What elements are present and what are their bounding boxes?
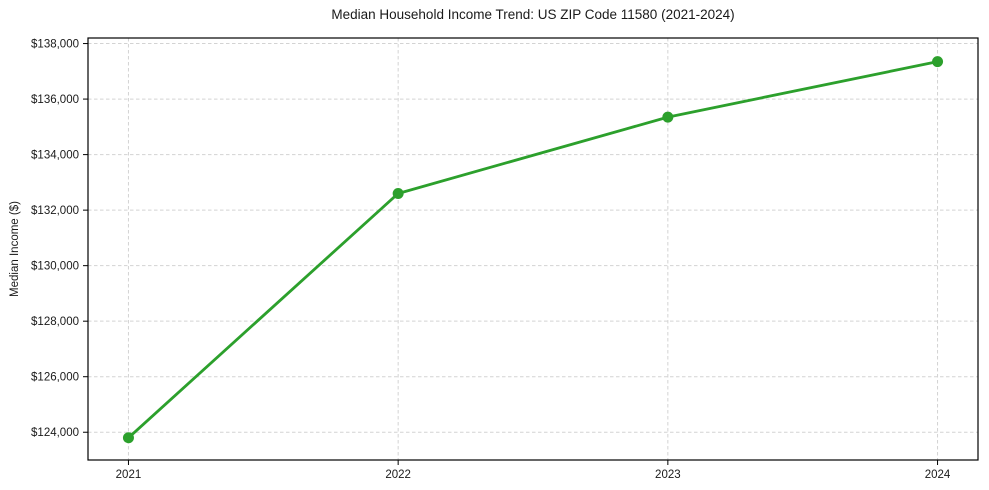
trend-line bbox=[127, 60, 939, 440]
y-tick-label: $128,000 bbox=[31, 316, 79, 328]
x-tick-label: 2024 bbox=[925, 469, 951, 481]
y-tick-label: $124,000 bbox=[31, 427, 79, 439]
data-point-marker bbox=[122, 432, 134, 444]
data-point-marker bbox=[932, 56, 944, 68]
data-point-marker bbox=[392, 187, 404, 199]
y-tick-label: $138,000 bbox=[31, 39, 79, 51]
y-tick-label: $132,000 bbox=[31, 205, 79, 217]
y-tick-label: $126,000 bbox=[31, 372, 79, 384]
plot-border bbox=[87, 37, 979, 461]
y-tick-label: $136,000 bbox=[31, 94, 79, 106]
y-tick-label: $130,000 bbox=[31, 261, 79, 273]
data-point-marker bbox=[662, 111, 674, 123]
chart-title: Median Household Income Trend: US ZIP Co… bbox=[331, 7, 735, 22]
x-tick-label: 2023 bbox=[655, 469, 681, 481]
y-tick-label: $134,000 bbox=[31, 150, 79, 162]
x-tick-label: 2021 bbox=[116, 469, 142, 481]
x-tick-label: 2022 bbox=[385, 469, 411, 481]
